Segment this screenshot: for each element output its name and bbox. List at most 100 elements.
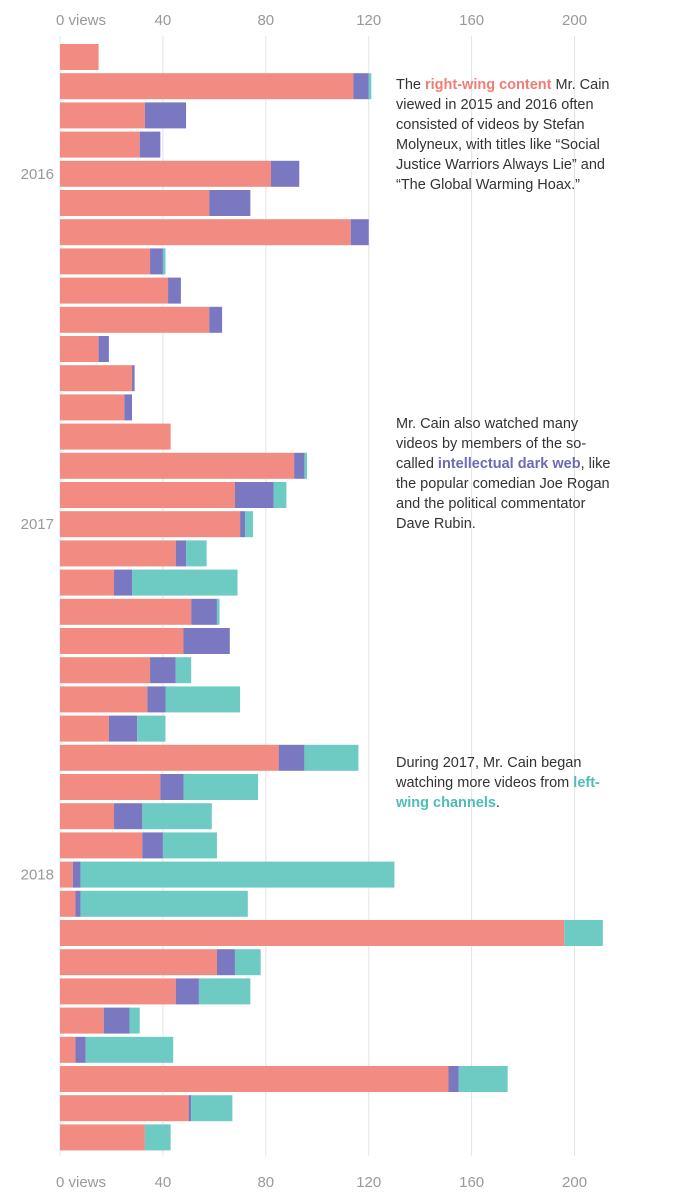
bar-row-36-right <box>60 1095 189 1122</box>
bar-row-34-idw <box>75 1036 86 1063</box>
bar-row-33-left <box>129 1007 140 1034</box>
bar-row-36-idw <box>188 1095 192 1122</box>
top-axis: 0 views 40 80 120 160 200 <box>56 12 587 29</box>
bar-row-3-idw <box>139 131 161 158</box>
bar-row-37-left <box>144 1124 171 1151</box>
bar-row-7-left <box>162 248 166 275</box>
bar-row-12-idw <box>124 394 133 421</box>
bar-row-37-right <box>60 1124 145 1151</box>
bar-row-28-right <box>60 861 73 888</box>
top-tick-label-40: 40 <box>155 12 172 29</box>
bar-row-22-idw <box>147 686 166 713</box>
bottom-tick-label-200: 200 <box>562 1174 587 1191</box>
bar-row-27-idw <box>142 832 163 859</box>
bar-row-24-idw <box>278 744 305 771</box>
bar-row-20-right <box>60 628 184 654</box>
bar-row-33-right <box>60 1007 104 1034</box>
bottom-axis: 0 views 40 80 120 160 200 <box>56 1174 587 1191</box>
bar-row-19-idw <box>191 598 217 625</box>
annotation-left-wing: During 2017, Mr. Cain began watching mor… <box>396 753 621 813</box>
year-labels: 2016 2017 2018 <box>21 166 54 884</box>
annotation-idw-post: , like the popular comedian Joe Rogan an… <box>396 456 611 532</box>
bar-row-18-idw <box>114 569 133 596</box>
bar-row-4-idw <box>270 160 300 187</box>
bar-row-35-right <box>60 1066 449 1092</box>
bar-row-29-left <box>80 890 248 917</box>
top-tick-label-0: 0 views <box>56 12 106 29</box>
bottom-tick-label-80: 80 <box>257 1174 274 1191</box>
bar-row-25-left <box>183 774 259 800</box>
bar-row-19-left <box>216 598 220 625</box>
annotation-idw-pre: Mr. Cain also watched many videos by mem… <box>396 416 587 472</box>
bar-row-14-right <box>60 452 295 479</box>
bar-row-4-right <box>60 160 271 187</box>
bar-row-9-right <box>60 306 210 333</box>
bar-row-28-idw <box>72 861 81 888</box>
bar-row-12-right <box>60 394 125 421</box>
bar-row-36-left <box>191 1095 233 1122</box>
bar-row-17-right <box>60 540 176 567</box>
bar-row-34-left <box>85 1036 174 1063</box>
bar-row-1-left <box>368 73 372 100</box>
bar-row-21-right <box>60 657 151 684</box>
top-tick-label-80: 80 <box>257 12 274 29</box>
annotation-left-wing-highlight: left-wing channels <box>396 775 600 811</box>
bar-row-26-idw <box>114 803 143 830</box>
bottom-tick-label-120: 120 <box>356 1174 381 1191</box>
bar-row-8-idw <box>168 277 181 304</box>
bar-row-14-idw <box>294 452 305 479</box>
bar-row-20-idw <box>183 628 230 654</box>
bar-row-7-idw <box>150 248 163 275</box>
bar-row-31-left <box>234 949 261 976</box>
bar-row-9-idw <box>209 306 223 333</box>
top-tick-label-160: 160 <box>459 12 484 29</box>
bar-row-1-right <box>60 73 354 100</box>
bar-row-30-left <box>564 920 603 946</box>
bar-row-33-idw <box>103 1007 130 1034</box>
bar-row-21-idw <box>150 657 176 684</box>
bar-row-27-right <box>60 832 143 859</box>
year-label-2017: 2017 <box>21 516 54 533</box>
bar-row-11-right <box>60 365 133 392</box>
bar-row-29-idw <box>75 890 81 917</box>
bar-row-31-right <box>60 949 217 976</box>
bar-row-23-idw <box>108 715 138 742</box>
bar-row-10-idw <box>98 336 109 362</box>
bar-row-3-right <box>60 131 140 158</box>
annotation-right-wing-post: Mr. Cain viewed in 2015 and 2016 often c… <box>396 77 610 193</box>
bar-row-17-left <box>186 540 207 567</box>
bar-row-21-left <box>175 657 192 684</box>
bar-row-18-right <box>60 569 115 596</box>
bar-row-15-idw <box>234 482 274 508</box>
year-label-2018: 2018 <box>21 867 54 884</box>
top-tick-label-200: 200 <box>562 12 587 29</box>
bar-row-32-right <box>60 978 176 1005</box>
year-label-2016: 2016 <box>21 166 54 183</box>
bar-row-14-left <box>304 452 307 479</box>
bars <box>60 44 603 1151</box>
bar-row-25-right <box>60 774 161 800</box>
top-tick-label-120: 120 <box>356 12 381 29</box>
bar-row-32-idw <box>175 978 199 1005</box>
bar-row-15-left <box>273 482 287 508</box>
bar-row-7-right <box>60 248 151 275</box>
bar-row-26-right <box>60 803 115 830</box>
bar-row-15-right <box>60 482 235 508</box>
bar-row-13-right <box>60 423 171 450</box>
bar-row-32-left <box>198 978 251 1005</box>
bar-row-16-idw <box>240 511 246 538</box>
annotation-right-wing: The right-wing content Mr. Cain viewed i… <box>396 75 621 195</box>
bar-row-27-left <box>162 832 217 859</box>
bar-row-18-left <box>132 569 238 596</box>
annotation-right-wing-pre: The <box>396 77 426 93</box>
bar-row-22-left <box>165 686 241 713</box>
bar-row-16-right <box>60 511 241 538</box>
bar-row-8-right <box>60 277 169 304</box>
bar-row-24-left <box>304 744 359 771</box>
bar-row-35-idw <box>448 1066 459 1092</box>
bar-row-5-right <box>60 190 210 216</box>
bar-row-23-right <box>60 715 109 742</box>
bottom-tick-label-0: 0 views <box>56 1174 106 1191</box>
bar-row-31-idw <box>216 949 235 976</box>
